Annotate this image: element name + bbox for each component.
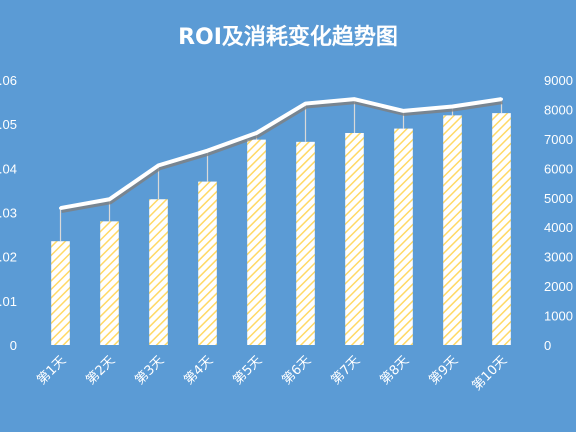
y-left-tick-label: 0.06 <box>0 73 17 88</box>
y-left-tick-label: 0 <box>10 338 17 353</box>
y-left-tick-label: 0.01 <box>0 294 17 309</box>
y-right-tick-label: 2000 <box>544 279 573 294</box>
plot-area: 0 0.01 0.02 0.03 0.04 0.05 0.06 0 1000 2000 3000 40… <box>0 73 573 394</box>
line-point <box>500 97 503 101</box>
x-tick-label: 第5天 <box>230 353 265 388</box>
line-series <box>60 97 502 211</box>
bar <box>492 113 511 345</box>
x-tick-label: 第4天 <box>181 353 216 388</box>
bar <box>100 221 119 345</box>
line-series-shadow <box>61 100 503 214</box>
line-point <box>59 206 62 210</box>
y-right-tick-label: 0 <box>544 338 551 353</box>
bar <box>296 141 315 345</box>
y-right-tick-label: 6000 <box>544 161 573 176</box>
bar <box>394 128 413 345</box>
y-left-tick-label: 0.05 <box>0 117 17 132</box>
bar <box>443 115 462 345</box>
line-point <box>402 109 405 113</box>
y-left-tick-label: 0.04 <box>0 161 17 176</box>
bar <box>345 133 364 345</box>
line-point <box>353 97 356 101</box>
bar <box>198 181 217 345</box>
x-tick-label: 第10天 <box>470 353 511 394</box>
y-right-tick-label: 7000 <box>544 132 573 147</box>
line-point <box>304 102 307 106</box>
line-point <box>157 163 160 167</box>
x-tick-label: 第6天 <box>279 353 314 388</box>
x-tick-label: 第3天 <box>132 353 167 388</box>
line-point <box>108 197 111 201</box>
x-tick-label: 第7天 <box>328 353 363 388</box>
x-tick-label: 第2天 <box>83 353 118 388</box>
y-left-tick-label: 0.02 <box>0 250 17 265</box>
y-right-tick-label: 9000 <box>544 73 573 88</box>
y-right-tick-label: 1000 <box>544 309 573 324</box>
bar <box>51 241 70 345</box>
y-right-tick-label: 3000 <box>544 250 573 265</box>
line-point <box>206 149 209 153</box>
bar <box>149 199 168 345</box>
y-right-tick-label: 5000 <box>544 191 573 206</box>
y-right-tick-label: 8000 <box>544 102 573 117</box>
line-point <box>451 105 454 108</box>
bar <box>247 139 266 345</box>
y-left-tick-label: 0.03 <box>0 206 17 221</box>
y-right-tick-label: 4000 <box>544 220 573 235</box>
chart-title: ROI及消耗变化趋势图 <box>178 24 398 50</box>
x-tick-label: 第1天 <box>34 353 69 388</box>
x-tick-label: 第9天 <box>426 353 461 388</box>
line-point <box>255 131 258 135</box>
x-tick-label: 第8天 <box>377 353 412 388</box>
